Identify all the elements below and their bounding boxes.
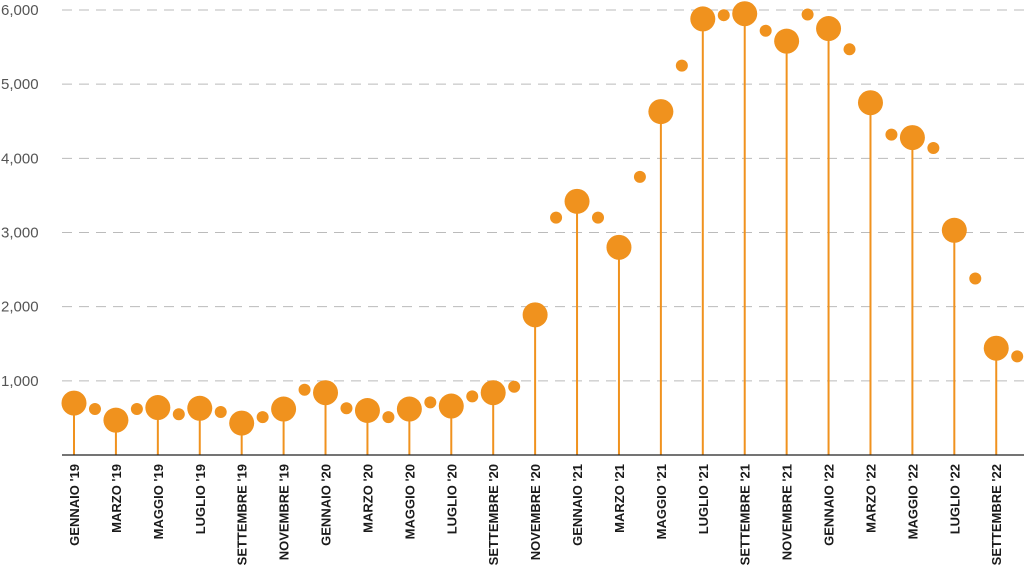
point-2021-10 [759,24,772,37]
x-tick-label-14: MAGGIO '21 [654,464,669,539]
point-2019-05 [145,395,171,421]
x-tick-label-20: MAGGIO '22 [905,464,920,539]
point-2022-09 [983,335,1009,361]
y-tick-label-3000: 3,000 [1,225,39,242]
point-2019-12 [298,383,311,396]
point-2021-11 [774,28,800,54]
point-2022-03 [857,90,883,116]
x-tick-label-18: GENNAIO '22 [822,464,837,546]
point-2020-04 [382,411,395,424]
x-tick-label-13: MARZO '21 [612,464,627,533]
y-axis-tick-labels: 1,000 2,000 3,000 4,000 5,000 6,000 [1,2,39,390]
y-tick-label-5000: 5,000 [1,76,39,93]
point-2021-08 [717,9,730,22]
point-2022-01 [816,16,842,42]
x-tick-label-10: SETTEMBRE '20 [486,464,501,565]
point-2020-02 [340,402,353,415]
x-tick-label-21: LUGLIO '22 [947,464,962,534]
point-2022-07 [941,217,967,243]
y-tick-label-2000: 2,000 [1,299,39,316]
point-2020-07 [438,393,464,419]
point-2022-02 [843,43,856,56]
point-2021-09 [732,1,758,27]
x-axis-tick-labels: GENNAIO '19 MARZO '19 MAGGIO '19 LUGLIO '19… [67,464,1004,565]
point-2021-06 [675,59,688,72]
x-tick-label-22: SETTEMBRE '22 [989,464,1004,565]
point-2022-04 [885,128,898,141]
point-2020-12 [550,211,563,224]
gridlines [62,9,1024,382]
x-tick-label-15: LUGLIO '21 [696,464,711,534]
x-tick-label-11: NOVEMBRE '20 [528,464,543,560]
x-tick-label-0: GENNAIO '19 [67,464,82,546]
point-2020-11 [522,302,548,328]
point-2022-05 [899,125,925,151]
point-2021-12 [801,8,814,21]
x-tick-label-19: MARZO '22 [863,464,878,533]
point-2019-09 [229,410,255,436]
point-2019-02 [88,403,101,416]
point-2021-07 [690,6,716,32]
point-2019-03 [103,407,129,433]
x-tick-label-8: MAGGIO '20 [402,464,417,539]
x-tick-label-9: LUGLIO '20 [444,464,459,534]
point-2019-06 [172,408,185,421]
x-tick-label-3: LUGLIO '19 [193,464,208,534]
x-tick-label-16: SETTEMBRE '21 [738,464,753,565]
point-2021-04 [633,170,646,183]
x-tick-label-1: MARZO '19 [109,464,124,533]
x-tick-label-12: GENNAIO '21 [570,464,585,546]
data-points [61,1,1024,436]
point-2020-08 [466,390,479,403]
point-2019-10 [256,411,269,424]
point-2020-03 [354,398,380,423]
x-tick-label-2: MAGGIO '19 [151,464,166,539]
point-2022-10 [1011,350,1024,363]
point-2021-01 [564,188,590,214]
point-2019-01 [61,390,87,416]
point-2019-08 [214,405,227,418]
point-2020-06 [424,396,437,409]
point-2019-11 [271,396,297,422]
point-2020-01 [313,380,339,406]
y-tick-label-1000: 1,000 [1,373,39,390]
data-stems [73,13,998,455]
point-2020-09 [480,380,506,406]
point-2019-07 [187,395,213,421]
point-2021-03 [606,234,632,260]
x-tick-label-17: NOVEMBRE '21 [780,464,795,560]
x-tick-label-7: MARZO '20 [360,464,375,533]
point-2021-05 [648,99,674,125]
point-2020-05 [396,396,422,422]
y-tick-label-4000: 4,000 [1,150,39,167]
point-2021-02 [592,211,604,224]
y-tick-label-6000: 6,000 [1,2,39,19]
point-2022-06 [927,141,940,154]
x-tick-label-6: GENNAIO '20 [319,464,334,546]
x-tick-label-5: NOVEMBRE '19 [277,464,292,560]
x-tick-label-4: SETTEMBRE '19 [235,464,250,565]
point-2020-10 [508,380,521,393]
point-2019-04 [130,403,143,416]
point-2022-08 [969,272,982,285]
